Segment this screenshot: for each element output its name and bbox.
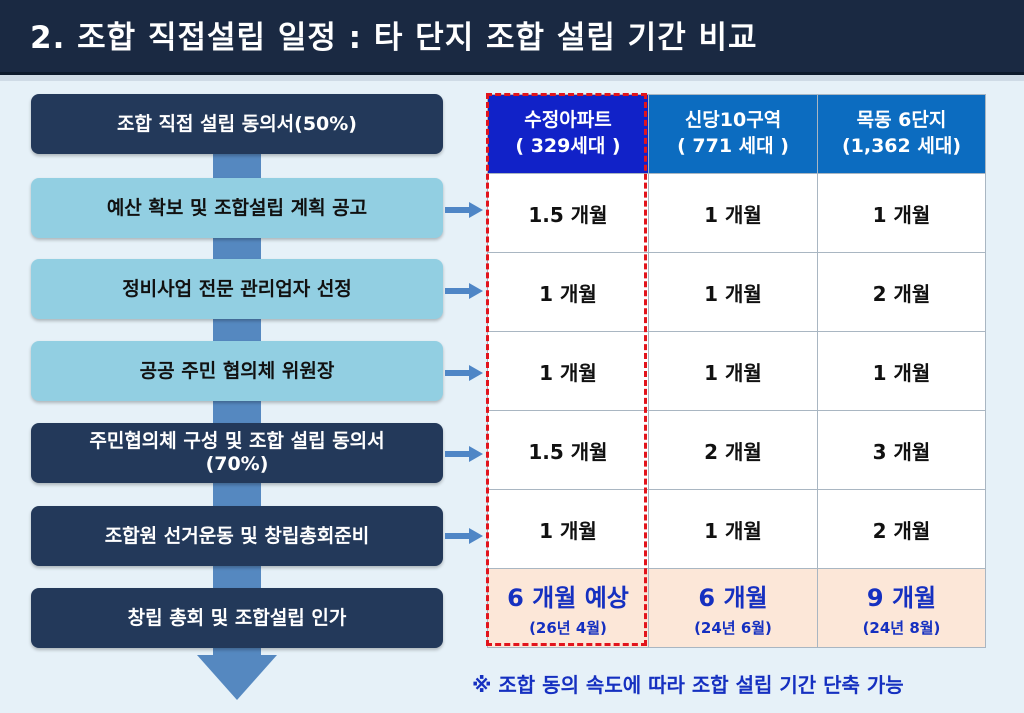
table-cell: 1 개월	[487, 489, 649, 569]
table-row: 1 개월 1 개월 1 개월	[487, 331, 986, 411]
table-cell: 1 개월	[648, 331, 818, 411]
table-header-row: 수정아파트( 329세대 ) 신당10구역( 771 세대 ) 목동 6단지 (1…	[487, 94, 986, 174]
step-label: 창립 총회 및 조합설립 인가	[127, 606, 347, 629]
table-cell: 1 개월	[487, 252, 649, 332]
table-total-row: 6 개월 예상 (26년 4월) 6 개월 (24년 6월) 9 개월 (24년 8월…	[487, 568, 986, 648]
step-label-sub: (70%)	[205, 453, 269, 475]
table-cell: 2 개월	[817, 252, 986, 332]
total-cell: 9 개월 (24년 8월)	[817, 568, 986, 648]
page-title: 2. 조합 직접설립 일정 : 타 단지 조합 설립 기간 비교	[30, 20, 758, 56]
flow-arrow-head	[197, 655, 277, 700]
header-bar: 2. 조합 직접설립 일정 : 타 단지 조합 설립 기간 비교	[0, 0, 1024, 75]
right-arrow-icon	[445, 283, 485, 299]
right-arrow-icon	[445, 365, 485, 381]
table-cell: 1 개월	[817, 173, 986, 253]
step-label: 공공 주민 협의체 위원장	[139, 359, 335, 382]
step-label: 주민협의체 구성 및 조합 설립 동의서	[89, 430, 385, 453]
step-4: 공공 주민 협의체 위원장	[31, 341, 443, 401]
step-label: 정비사업 전문 관리업자 선정	[122, 277, 352, 300]
step-6: 조합원 선거운동 및 창립총회준비	[31, 506, 443, 566]
right-arrow-icon	[445, 446, 485, 462]
step-3: 정비사업 전문 관리업자 선정	[31, 259, 443, 319]
table-row: 1 개월 1 개월 2 개월	[487, 252, 986, 332]
table-row: 1.5 개월 2 개월 3 개월	[487, 410, 986, 490]
column-header-sindang: 신당10구역( 771 세대 )	[648, 94, 818, 174]
total-cell: 6 개월 (24년 6월)	[648, 568, 818, 648]
step-2: 예산 확보 및 조합설립 계획 공고	[31, 178, 443, 238]
step-1: 조합 직접 설립 동의서(50%)	[31, 94, 443, 154]
step-label: 조합 직접 설립 동의서(50%)	[116, 112, 357, 135]
right-arrow-icon	[445, 202, 485, 218]
table-cell: 1 개월	[817, 331, 986, 411]
step-7: 창립 총회 및 조합설립 인가	[31, 588, 443, 648]
total-cell: 6 개월 예상 (26년 4월)	[487, 568, 649, 648]
footnote: ※ 조합 동의 속도에 따라 조합 설립 기간 단축 가능	[472, 673, 904, 697]
step-5: 주민협의체 구성 및 조합 설립 동의서 (70%)	[31, 423, 443, 483]
header-divider	[0, 75, 1024, 81]
column-header-mokdong: 목동 6단지 (1,362 세대)	[817, 94, 986, 174]
table-cell: 1 개월	[487, 331, 649, 411]
table-row: 1 개월 1 개월 2 개월	[487, 489, 986, 569]
table-cell: 1 개월	[648, 489, 818, 569]
column-header-sujeong: 수정아파트( 329세대 )	[487, 94, 649, 174]
highlight-dashed-box	[486, 93, 647, 646]
table-cell: 1.5 개월	[487, 410, 649, 490]
right-arrow-icon	[445, 528, 485, 544]
step-label: 조합원 선거운동 및 창립총회준비	[104, 524, 370, 547]
table-cell: 2 개월	[648, 410, 818, 490]
step-label: 예산 확보 및 조합설립 계획 공고	[106, 196, 368, 219]
table-cell: 2 개월	[817, 489, 986, 569]
table-cell: 1 개월	[648, 173, 818, 253]
table-cell: 1 개월	[648, 252, 818, 332]
comparison-table: 수정아파트( 329세대 ) 신당10구역( 771 세대 ) 목동 6단지 (1…	[487, 94, 986, 648]
table-cell: 3 개월	[817, 410, 986, 490]
